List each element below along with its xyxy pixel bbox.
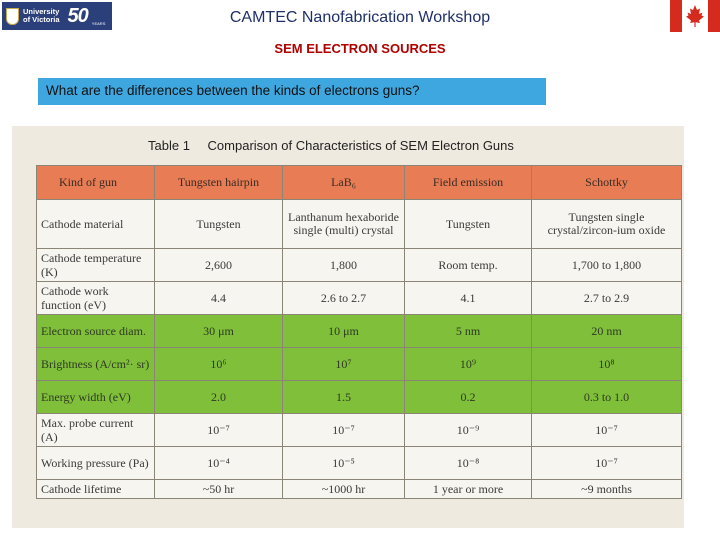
section-title: SEM ELECTRON SOURCES — [274, 41, 446, 56]
table-header-row: Kind of gun Tungsten hairpin LaB₆ Field … — [36, 165, 682, 200]
table-row: Energy width (eV) 2.0 1.5 0.2 0.3 to 1.0 — [36, 380, 682, 414]
workshop-title: CAMTEC Nanofabrication Workshop — [229, 9, 491, 26]
row-label: Brightness (A/cm²· sr) — [36, 347, 155, 381]
table-cell: 1 year or more — [404, 479, 532, 499]
table-caption: Table 1 Comparison of Characteristics of… — [148, 138, 514, 153]
table-row: Cathode work function (eV) 4.4 2.6 to 2.… — [36, 281, 682, 315]
table-cell: 1,700 to 1,800 — [531, 248, 682, 282]
table-cell: 20 nm — [531, 314, 682, 348]
table-cell: 10⁹ — [404, 347, 532, 381]
table-row: Brightness (A/cm²· sr) 10⁶ 10⁷ 10⁹ 10⁸ — [36, 347, 682, 381]
row-label: Working pressure (Pa) — [36, 446, 155, 480]
university-of-victoria-logo: University of Victoria 50 YEARS — [2, 2, 112, 30]
column-header: Schottky — [531, 165, 682, 200]
table-caption-text: Comparison of Characteristics of SEM Ele… — [207, 138, 514, 153]
table-cell: 10⁸ — [531, 347, 682, 381]
crest-icon — [6, 7, 19, 25]
table-cell: 2.6 to 2.7 — [282, 281, 405, 315]
row-label: Cathode material — [36, 199, 155, 249]
table-cell: 10⁻⁷ — [531, 413, 682, 447]
table-row: Electron source diam. 30 μm 10 μm 5 nm 2… — [36, 314, 682, 348]
table-cell: ~50 hr — [154, 479, 283, 499]
column-header: Tungsten hairpin — [154, 165, 283, 200]
table-cell: 10⁻⁷ — [282, 413, 405, 447]
logo-wordmark: University of Victoria — [23, 8, 60, 24]
table-cell: ~1000 hr — [282, 479, 405, 499]
row-label: Electron source diam. — [36, 314, 155, 348]
table-cell: Lanthanum hexaboride single (multi) crys… — [282, 199, 405, 249]
table-cell: Tungsten — [154, 199, 283, 249]
table-cell: 2.7 to 2.9 — [531, 281, 682, 315]
table-cell: 0.2 — [404, 380, 532, 414]
table-cell: 5 nm — [404, 314, 532, 348]
table-cell: 10⁻⁵ — [282, 446, 405, 480]
logo-anniversary: 50 — [67, 5, 89, 27]
column-header: Kind of gun — [36, 165, 155, 200]
column-header: LaB₆ — [282, 165, 405, 200]
canada-flag-icon — [670, 0, 720, 32]
row-label: Cathode work function (eV) — [36, 281, 155, 315]
table-cell: 10⁶ — [154, 347, 283, 381]
table-cell: 10⁻⁹ — [404, 413, 532, 447]
table-cell: 4.4 — [154, 281, 283, 315]
table-cell: 10 μm — [282, 314, 405, 348]
table-cell: 2.0 — [154, 380, 283, 414]
logo-line2: of Victoria — [23, 15, 60, 24]
table-row: Cathode material Tungsten Lanthanum hexa… — [36, 199, 682, 249]
table-cell: 4.1 — [404, 281, 532, 315]
question-box: What are the differences between the kin… — [38, 78, 546, 105]
row-label: Max. probe current (A) — [36, 413, 155, 447]
table-cell: 10⁻⁷ — [154, 413, 283, 447]
column-header: Field emission — [404, 165, 532, 200]
table-cell: 10⁻⁷ — [531, 446, 682, 480]
logo-line1: University — [23, 7, 60, 16]
table-cell: 1,800 — [282, 248, 405, 282]
table-caption-number: Table 1 — [148, 138, 190, 153]
question-text: What are the differences between the kin… — [46, 83, 420, 98]
row-label: Energy width (eV) — [36, 380, 155, 414]
table-cell: Tungsten — [404, 199, 532, 249]
table-row: Working pressure (Pa) 10⁻⁴ 10⁻⁵ 10⁻⁸ 10⁻… — [36, 446, 682, 480]
row-label: Cathode temperature (K) — [36, 248, 155, 282]
table-row: Cathode temperature (K) 2,600 1,800 Room… — [36, 248, 682, 282]
table-cell: 30 μm — [154, 314, 283, 348]
table-cell: Room temp. — [404, 248, 532, 282]
electron-gun-comparison-table: Kind of gun Tungsten hairpin LaB₆ Field … — [36, 165, 682, 499]
row-label: Cathode lifetime — [36, 479, 155, 499]
table-row: Cathode lifetime ~50 hr ~1000 hr 1 year … — [36, 479, 682, 499]
table-photo: Table 1 Comparison of Characteristics of… — [12, 126, 684, 528]
table-cell: 0.3 to 1.0 — [531, 380, 682, 414]
table-cell: 10⁻⁴ — [154, 446, 283, 480]
table-cell: 1.5 — [282, 380, 405, 414]
table-cell: 10⁷ — [282, 347, 405, 381]
table-cell: ~9 months — [531, 479, 682, 499]
logo-years: YEARS — [91, 21, 106, 26]
table-cell: Tungsten single crystal/zircon-ium oxide — [531, 199, 682, 249]
table-cell: 10⁻⁸ — [404, 446, 532, 480]
table-row: Max. probe current (A) 10⁻⁷ 10⁻⁷ 10⁻⁹ 10… — [36, 413, 682, 447]
table-cell: 2,600 — [154, 248, 283, 282]
